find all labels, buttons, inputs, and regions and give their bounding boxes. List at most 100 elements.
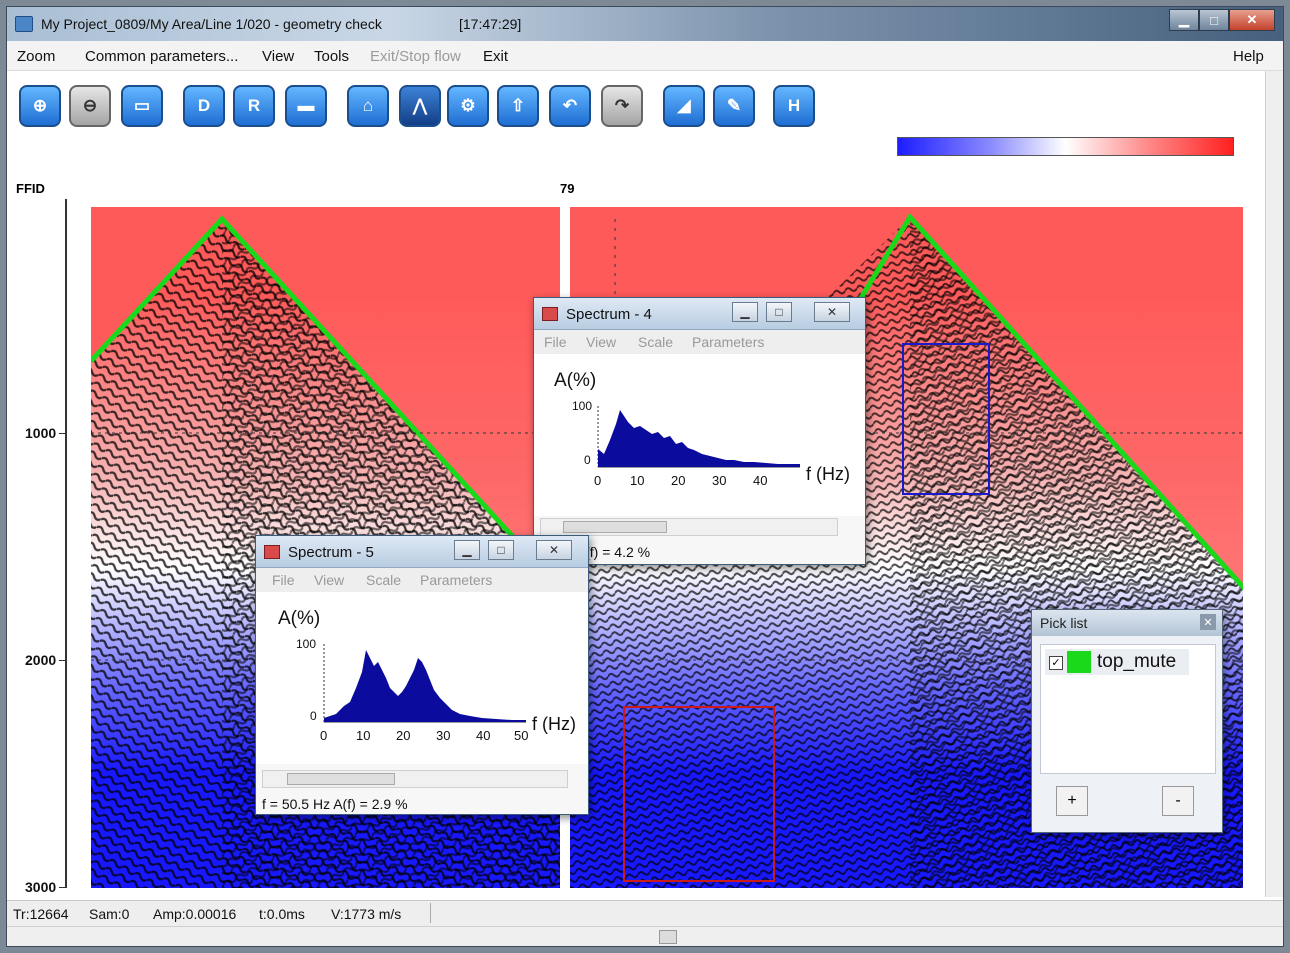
pick-icon: ⌂ bbox=[362, 96, 374, 115]
spectrum-menu-parameters[interactable]: Parameters bbox=[692, 334, 765, 350]
top-mute-pick-left[interactable] bbox=[89, 215, 517, 541]
pick-item-label: top_mute bbox=[1097, 651, 1177, 672]
zoom-out-icon: ⊖ bbox=[82, 96, 98, 115]
spectrum-4-hscroll[interactable] bbox=[540, 518, 838, 536]
spectrum-4-titlebar[interactable]: Spectrum - 4 ▁ □ ✕ bbox=[534, 298, 865, 330]
pick-item-color-swatch[interactable] bbox=[1067, 651, 1091, 673]
pick-list-close-button[interactable]: ✕ bbox=[1200, 614, 1216, 630]
maximize-button[interactable]: □ bbox=[1199, 9, 1229, 31]
spectrum-app-icon bbox=[264, 545, 280, 559]
gear-pick-icon: ⚙ bbox=[460, 96, 476, 115]
y-tick-mark bbox=[59, 660, 67, 661]
menu-view[interactable]: View bbox=[262, 48, 295, 65]
spectrum-5-menu: File View Scale Parameters bbox=[256, 568, 588, 592]
spectrum-icon: ◢ bbox=[677, 96, 691, 115]
minimize-button[interactable]: ▁ bbox=[1169, 9, 1199, 31]
menu-common-parameters[interactable]: Common parameters... bbox=[85, 48, 239, 65]
minimize-button[interactable]: ▁ bbox=[732, 302, 758, 322]
spectrum-menu-scale[interactable]: Scale bbox=[638, 334, 674, 350]
maximize-button[interactable]: □ bbox=[488, 540, 514, 560]
spectrum-5-hscroll[interactable] bbox=[262, 770, 568, 788]
spectrum-5-status: f = 50.5 Hz A(f) = 2.9 % bbox=[262, 796, 408, 812]
minimize-button[interactable]: ▁ bbox=[454, 540, 480, 560]
spectrum-menu-file[interactable]: File bbox=[544, 334, 567, 350]
gear-pick-tool-button[interactable]: ⚙ bbox=[447, 85, 489, 127]
spectrum-4-plot[interactable]: A(%) 100 0 0 10 20 30 40 f (Hz) bbox=[534, 354, 865, 516]
menu-help[interactable]: Help bbox=[1233, 48, 1264, 65]
ruler-icon: ▬ bbox=[297, 96, 315, 115]
menu-bar: Zoom Common parameters... View Tools Exi… bbox=[7, 41, 1283, 71]
analysis-window-red[interactable] bbox=[623, 706, 775, 882]
pick-tool-button[interactable]: ⌂ bbox=[347, 85, 389, 127]
spectrum-x-tick: 20 bbox=[671, 473, 685, 488]
horizontal-scrollbar[interactable] bbox=[7, 926, 1283, 946]
spectrum-5-title: Spectrum - 5 bbox=[288, 544, 374, 561]
vertical-scrollbar[interactable] bbox=[1265, 71, 1283, 897]
redo-tool-button[interactable]: ↷ bbox=[601, 85, 643, 127]
fit-view-icon: ▭ bbox=[133, 96, 151, 115]
fit-view-tool-button[interactable]: ▭ bbox=[121, 85, 163, 127]
scroll-thumb[interactable] bbox=[563, 521, 667, 533]
spectrum-5-graph: A(%) 100 0 0 10 20 30 40 50 f (Hz) bbox=[278, 608, 576, 743]
scroll-thumb[interactable] bbox=[659, 930, 677, 944]
window-title: My Project_0809/My Area/Line 1/020 - geo… bbox=[41, 16, 382, 32]
menu-zoom[interactable]: Zoom bbox=[17, 48, 56, 65]
y-tick-label: 2000 bbox=[25, 652, 57, 668]
spectrum-menu-view[interactable]: View bbox=[314, 572, 345, 588]
r-tool-button[interactable]: R bbox=[233, 85, 275, 127]
menu-exit[interactable]: Exit bbox=[483, 48, 509, 65]
close-button[interactable]: ✕ bbox=[536, 540, 572, 560]
spectrum-5-plot[interactable]: A(%) 100 0 0 10 20 30 40 50 f (Hz) bbox=[256, 592, 588, 764]
spectrum-4-menu: File View Scale Parameters bbox=[534, 330, 865, 354]
maximize-button[interactable]: □ bbox=[766, 302, 792, 322]
spectrum-x-tick: 40 bbox=[476, 728, 490, 743]
spectrum-4-window[interactable]: Spectrum - 4 ▁ □ ✕ File View Scale Param… bbox=[533, 297, 866, 565]
title-bar[interactable]: My Project_0809/My Area/Line 1/020 - geo… bbox=[7, 7, 1283, 41]
d-tool-button[interactable]: D bbox=[183, 85, 225, 127]
pick-up-tool-button[interactable]: ⇧ bbox=[497, 85, 539, 127]
spectrum-y-tick: 0 bbox=[310, 709, 317, 723]
zoom-out-tool-button[interactable]: ⊖ bbox=[69, 85, 111, 127]
pick-list-titlebar[interactable]: Pick list ✕ bbox=[1032, 610, 1222, 636]
y-tick-mark bbox=[59, 433, 67, 434]
menu-tools[interactable]: Tools bbox=[314, 48, 350, 65]
zoom-in-tool-button[interactable]: ⊕ bbox=[19, 85, 61, 127]
status-divider bbox=[430, 903, 431, 923]
spectrum-x-tick: 30 bbox=[712, 473, 726, 488]
scroll-thumb[interactable] bbox=[287, 773, 395, 785]
status-trace: Tr:12664 bbox=[13, 906, 69, 922]
spectrum-menu-scale[interactable]: Scale bbox=[366, 572, 402, 588]
spectrum-x-tick: 0 bbox=[594, 473, 601, 488]
amplitude-colorbar bbox=[897, 137, 1234, 156]
spectrum-y-label: A(%) bbox=[278, 608, 320, 629]
status-velocity: V:1773 m/s bbox=[331, 906, 402, 922]
y-tick-label: 1000 bbox=[25, 425, 57, 441]
spectrum-x-tick: 20 bbox=[396, 728, 410, 743]
edit-tool-button[interactable]: ✎ bbox=[713, 85, 755, 127]
y-tick-label: 3000 bbox=[25, 879, 57, 895]
spectrum-menu-file[interactable]: File bbox=[272, 572, 295, 588]
spectrum-x-label: f (Hz) bbox=[532, 714, 576, 734]
spectrum-5-window[interactable]: Spectrum - 5 ▁ □ ✕ File View Scale Param… bbox=[255, 535, 589, 815]
spectrum-tool-button[interactable]: ◢ bbox=[663, 85, 705, 127]
analysis-window-blue[interactable] bbox=[902, 343, 990, 495]
main-window: My Project_0809/My Area/Line 1/020 - geo… bbox=[6, 6, 1284, 947]
pick-list-panel[interactable]: Pick list ✕ ✓ top_mute + - bbox=[1031, 609, 1223, 833]
close-button[interactable]: ✕ bbox=[1229, 9, 1275, 31]
spectrum-menu-view[interactable]: View bbox=[586, 334, 617, 350]
pick-list-item[interactable]: ✓ top_mute bbox=[1045, 649, 1189, 675]
close-button[interactable]: ✕ bbox=[814, 302, 850, 322]
undo-tool-button[interactable]: ↶ bbox=[549, 85, 591, 127]
curve-tool-button[interactable]: ⋀ bbox=[399, 85, 441, 127]
pick-item-checkbox[interactable]: ✓ bbox=[1049, 656, 1063, 670]
d-icon: D bbox=[197, 96, 211, 115]
spectrum-5-titlebar[interactable]: Spectrum - 5 ▁ □ ✕ bbox=[256, 536, 588, 568]
ffid-value: 79 bbox=[560, 181, 575, 196]
add-pick-button[interactable]: + bbox=[1056, 786, 1088, 816]
remove-pick-button[interactable]: - bbox=[1162, 786, 1194, 816]
menu-exit-stop-flow[interactable]: Exit/Stop flow bbox=[370, 48, 461, 65]
status-time: t:0.0ms bbox=[259, 906, 305, 922]
h-tool-button[interactable]: H bbox=[773, 85, 815, 127]
spectrum-menu-parameters[interactable]: Parameters bbox=[420, 572, 493, 588]
ruler-tool-button[interactable]: ▬ bbox=[285, 85, 327, 127]
